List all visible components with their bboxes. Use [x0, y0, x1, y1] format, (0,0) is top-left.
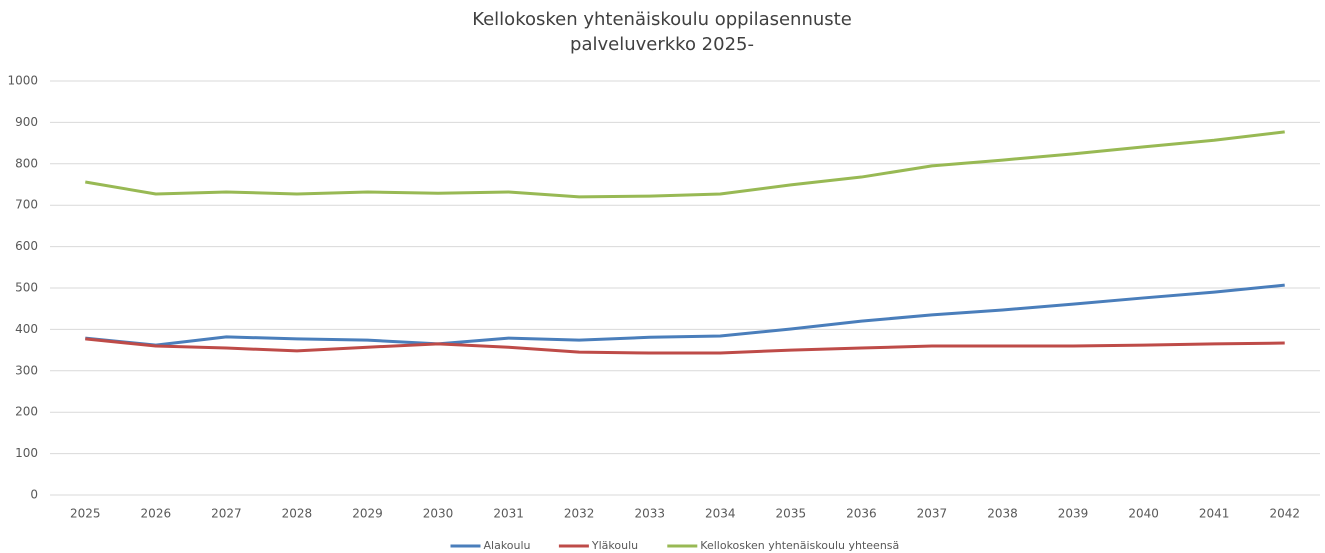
x-tick-label: 2034 — [705, 507, 736, 521]
x-tick-label: 2033 — [634, 507, 665, 521]
x-tick-label: 2029 — [352, 507, 383, 521]
grid: 0 100 200 300 400 500 600 700 800 900 1000 2025 2026… — [7, 74, 1320, 521]
legend-label: Alakoulu — [484, 539, 531, 552]
x-tick-label: 2025 — [70, 507, 101, 521]
y-tick-label: 900 — [15, 115, 38, 129]
x-tick-label: 2026 — [141, 507, 172, 521]
x-tick-label: 2036 — [846, 507, 877, 521]
y-tick-label: 300 — [15, 363, 38, 377]
chart-subtitle: palveluverkko 2025- — [570, 34, 754, 55]
y-tick-label: 100 — [15, 446, 38, 460]
y-tick-label: 500 — [15, 281, 38, 295]
series-line — [85, 130, 1285, 199]
x-tick-label: 2037 — [917, 507, 948, 521]
x-tick-label: 2027 — [211, 507, 242, 521]
legend-label: Kellokosken yhtenäiskoulu yhteensä — [700, 539, 899, 552]
series-line — [85, 283, 1285, 347]
y-tick-label: 700 — [15, 198, 38, 212]
x-tick-label: 2031 — [493, 507, 524, 521]
x-tick-label: 2040 — [1128, 507, 1159, 521]
y-tick-label: 0 — [30, 488, 38, 502]
x-tick-label: 2035 — [776, 507, 807, 521]
chart-title: Kellokosken yhtenäiskoulu oppilasennuste — [472, 9, 852, 30]
x-tick-label: 2039 — [1058, 507, 1089, 521]
x-tick-label: 2042 — [1269, 507, 1300, 521]
x-tick-label: 2028 — [282, 507, 313, 521]
x-tick-label: 2032 — [564, 507, 595, 521]
y-tick-label: 800 — [15, 156, 38, 170]
x-tick-label: 2030 — [423, 507, 454, 521]
y-tick-label: 400 — [15, 322, 38, 336]
plot — [85, 130, 1285, 355]
y-tick-label: 1000 — [7, 74, 38, 88]
y-tick-label: 200 — [15, 405, 38, 419]
series-line — [85, 337, 1285, 355]
x-tick-label: 2041 — [1199, 507, 1230, 521]
legend: Alakoulu Yläkoulu Kellokosken yhtenäiskoul… — [450, 539, 899, 552]
y-tick-label: 600 — [15, 239, 38, 253]
legend-label: Yläkoulu — [591, 539, 638, 552]
x-tick-label: 2038 — [987, 507, 1018, 521]
